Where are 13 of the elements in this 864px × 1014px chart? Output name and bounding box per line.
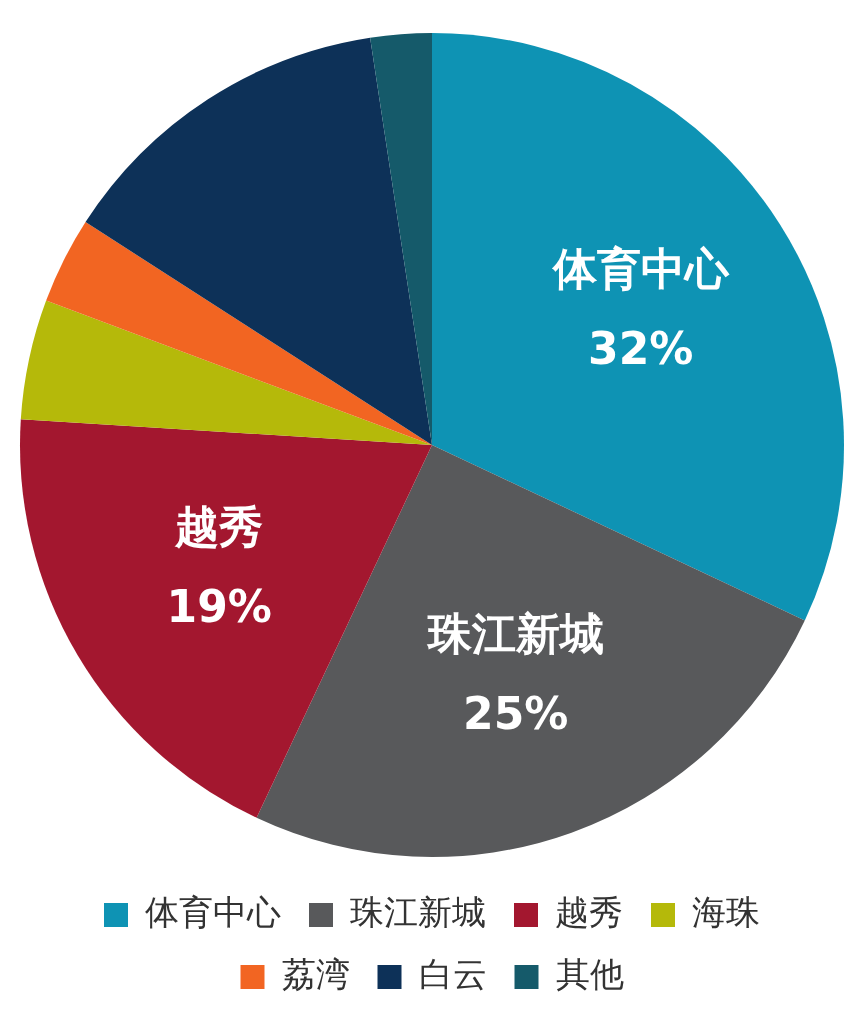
slice-label: 珠江新城 <box>425 608 604 660</box>
legend-label: 荔湾 <box>281 953 350 994</box>
legend-label: 珠江新城 <box>350 891 486 932</box>
data-label: 19% <box>166 581 272 633</box>
legend-label: 白云 <box>418 953 487 994</box>
legend-label: 越秀 <box>555 891 623 932</box>
legend-label: 体育中心 <box>145 891 281 932</box>
data-label: 32% <box>588 322 694 374</box>
legend-label: 海珠 <box>692 891 760 932</box>
slice-label: 越秀 <box>174 501 264 553</box>
slice-label: 体育中心 <box>550 242 730 294</box>
legend-label: 其他 <box>555 953 624 994</box>
data-label: 25% <box>463 688 569 740</box>
